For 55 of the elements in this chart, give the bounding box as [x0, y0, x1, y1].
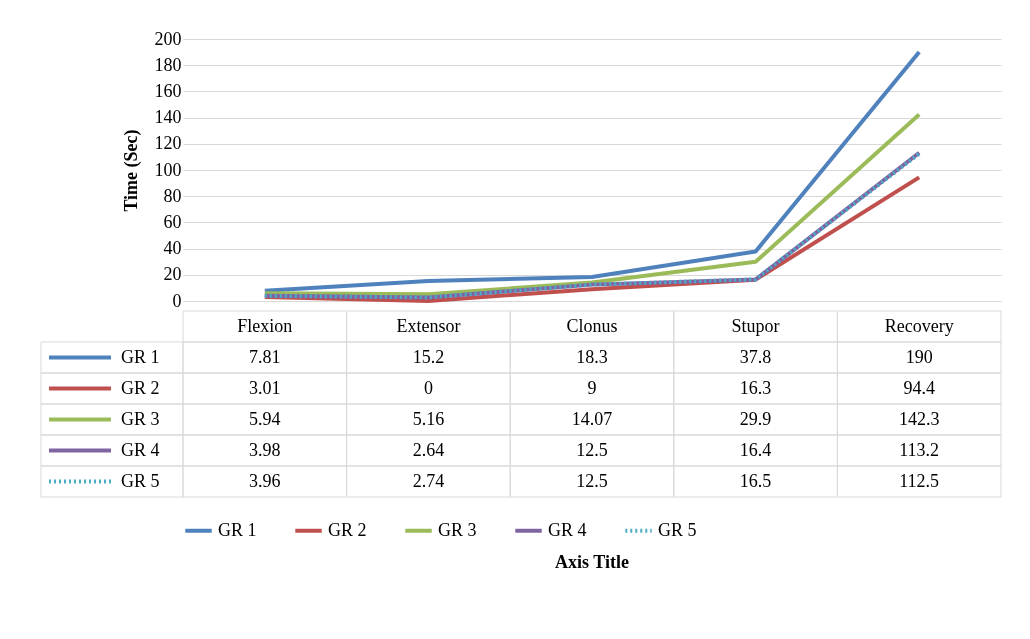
y-tick-label: 140 [154, 107, 182, 128]
data-label: 113.2 [899, 439, 940, 460]
data-label: 5.16 [412, 408, 445, 429]
data-label: 94.4 [903, 377, 935, 398]
data-label: 3.01 [249, 377, 281, 398]
x-tick-label: Flexion [237, 315, 293, 336]
text: GR 3 [438, 519, 477, 540]
data-label: 29.9 [739, 408, 772, 429]
data-label: 14.07 [571, 408, 613, 429]
y-tick-label: 80 [163, 185, 182, 206]
text: GR 2 [328, 519, 367, 540]
y-tick-label: 40 [163, 238, 182, 259]
data-label: 2.64 [412, 439, 445, 460]
line-series [262, 50, 922, 293]
legend-label: GR 5 [121, 470, 160, 491]
legend-label: GR 1 [121, 346, 160, 367]
x-tick-label: Stupor [731, 315, 780, 336]
data-label: 16.5 [739, 470, 772, 491]
data-label: 190 [905, 346, 933, 367]
y-tick-label: 200 [154, 28, 182, 49]
data-label: 12.5 [576, 439, 608, 460]
x-tick-label: Extensor [396, 315, 461, 336]
text: GR 4 [548, 519, 587, 540]
x-tick-label: Recovery [884, 315, 954, 336]
data-label: 9 [587, 377, 597, 398]
y-axis-title: Time (Sec) [120, 129, 142, 212]
y-tick-label: 0 [172, 290, 182, 311]
y-tick-label: 60 [163, 211, 182, 232]
data-label: 12.5 [576, 470, 608, 491]
data-label: 37.8 [739, 346, 772, 367]
data-label: 0 [423, 377, 433, 398]
data-label: 16.4 [739, 439, 772, 460]
y-tick-label: 100 [154, 159, 182, 180]
data-label: 5.94 [249, 408, 281, 429]
text: GR 1 [218, 519, 257, 540]
x-tick-label: Clonus [566, 315, 618, 336]
legend-label: GR 4 [121, 439, 160, 460]
data-label: 112.5 [899, 470, 940, 491]
text: GR 5 [658, 519, 697, 540]
line-series [262, 112, 922, 297]
data-label: 7.81 [249, 346, 281, 367]
data-label: 18.3 [576, 346, 608, 367]
data-label: 16.3 [739, 377, 772, 398]
data-label: 142.3 [898, 408, 940, 429]
y-tick-label: 120 [154, 133, 182, 154]
y-tick-label: 160 [154, 80, 182, 101]
text: Axis Title [555, 552, 629, 572]
y-tick-label: 180 [154, 54, 182, 75]
data-label: 3.96 [249, 470, 281, 491]
data-label: 3.98 [249, 439, 281, 460]
legend-label: GR 3 [121, 408, 160, 429]
data-label: 2.74 [412, 470, 445, 491]
y-tick-label: 20 [163, 264, 182, 285]
data-label: 15.2 [412, 346, 445, 367]
legend-label: GR 2 [121, 377, 160, 398]
